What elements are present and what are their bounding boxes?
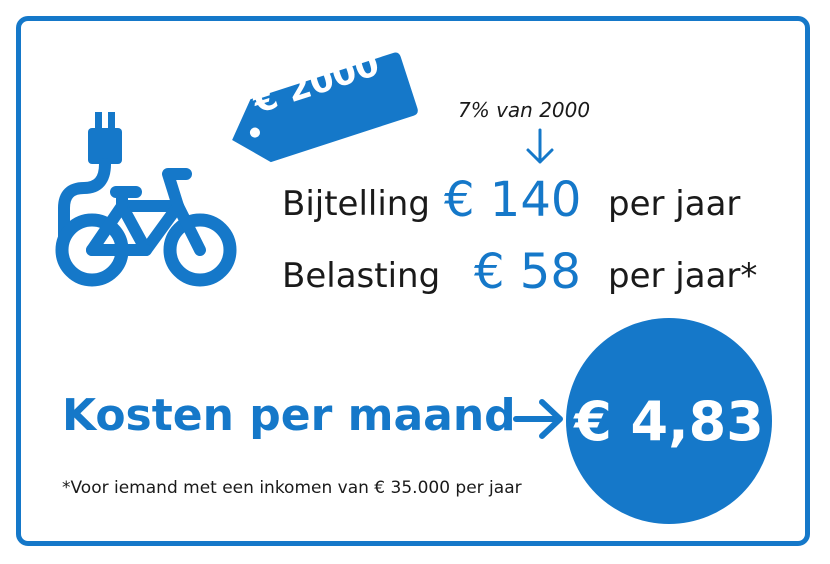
bijtelling-label: Bijtelling <box>282 184 430 224</box>
percentage-note: 7% van 2000 <box>458 98 591 122</box>
arrow-right-icon <box>513 399 563 439</box>
monthly-cost-badge: € 4,83 <box>566 318 772 524</box>
e-bike-icon <box>55 112 237 287</box>
bijtelling-amount: € 140 <box>444 172 582 228</box>
belasting-unit: per jaar* <box>608 256 758 296</box>
belasting-label: Belasting <box>282 256 441 296</box>
kosten-label: Kosten per maand <box>62 390 516 441</box>
arrow-down-icon <box>526 128 554 164</box>
footnote: *Voor iemand met een inkomen van € 35.00… <box>62 478 522 498</box>
price-tag-icon <box>232 52 418 163</box>
belasting-amount: € 58 <box>474 244 581 300</box>
bijtelling-unit: per jaar <box>608 184 741 224</box>
monthly-cost-amount: € 4,83 <box>574 389 764 453</box>
